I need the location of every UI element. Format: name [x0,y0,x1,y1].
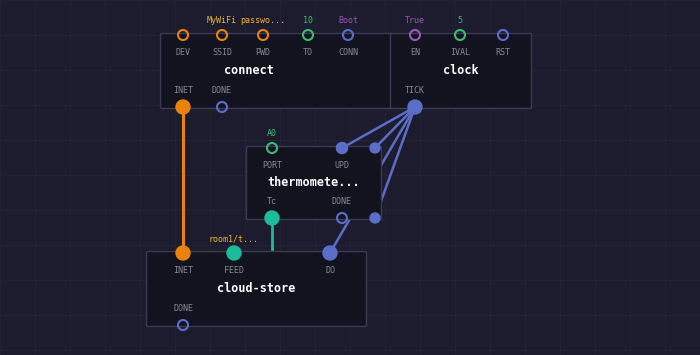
Text: thermomete...: thermomete... [267,176,360,190]
Text: UPD: UPD [335,161,349,170]
Circle shape [176,246,190,260]
Circle shape [323,246,337,260]
Text: CONN: CONN [338,48,358,57]
Circle shape [176,100,190,114]
Circle shape [324,247,336,259]
Text: Boot: Boot [338,16,358,25]
Text: connect: connect [225,65,274,77]
Text: True: True [405,16,425,25]
Text: cloud-store: cloud-store [217,283,295,295]
Circle shape [370,213,380,223]
Text: passwo...: passwo... [241,16,286,25]
Text: A0: A0 [267,129,277,138]
Text: 5: 5 [458,16,463,25]
Text: TO: TO [303,48,313,57]
Text: clock: clock [443,65,479,77]
FancyBboxPatch shape [146,251,367,327]
Text: room1/t...: room1/t... [209,234,259,243]
Text: FEED: FEED [224,266,244,275]
Text: PWD: PWD [256,48,270,57]
Text: 10: 10 [303,16,313,25]
FancyBboxPatch shape [160,33,393,109]
Text: RST: RST [496,48,510,57]
Text: IVAL: IVAL [450,48,470,57]
Circle shape [370,143,380,153]
Text: DO: DO [325,266,335,275]
Text: Tc: Tc [267,197,277,206]
FancyBboxPatch shape [391,33,531,109]
Circle shape [227,246,241,260]
Text: EN: EN [410,48,420,57]
Text: PORT: PORT [262,161,282,170]
Text: DEV: DEV [176,48,190,57]
Circle shape [337,142,347,153]
Text: DONE: DONE [173,304,193,313]
Circle shape [265,211,279,225]
Text: INET: INET [173,266,193,275]
Text: DONE: DONE [212,86,232,95]
Text: TICK: TICK [405,86,425,95]
Circle shape [408,100,422,114]
Text: SSID: SSID [212,48,232,57]
FancyBboxPatch shape [246,147,382,219]
Circle shape [228,247,240,259]
Text: MyWiFi: MyWiFi [207,16,237,25]
Text: INET: INET [173,86,193,95]
Text: DONE: DONE [332,197,352,206]
